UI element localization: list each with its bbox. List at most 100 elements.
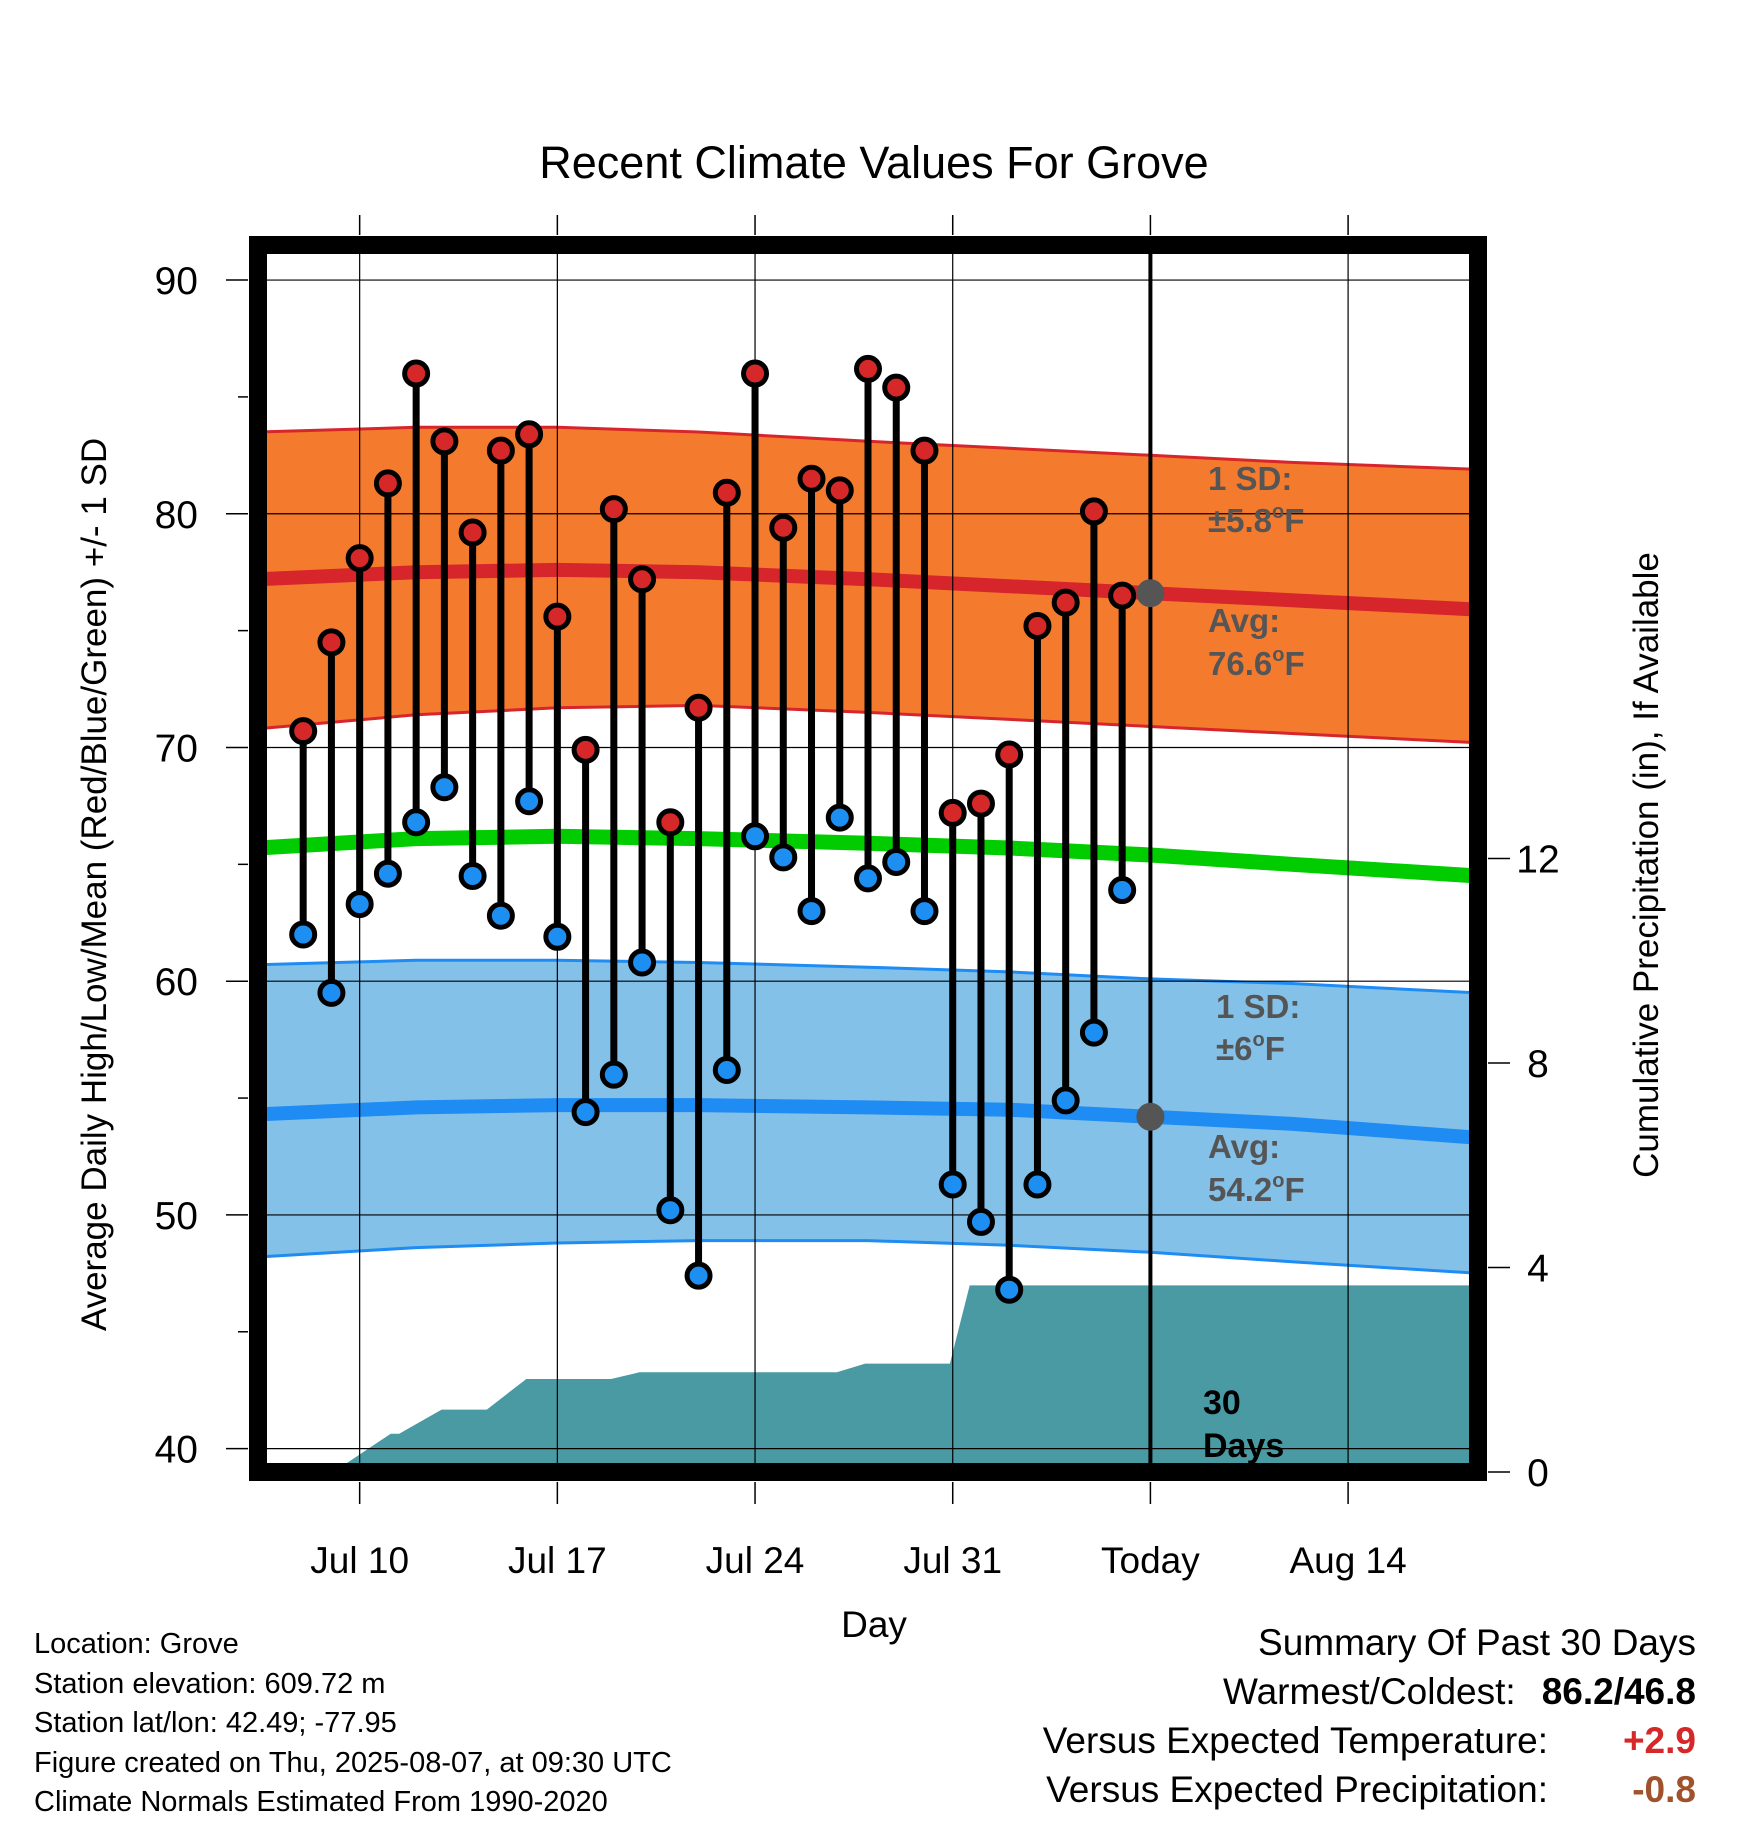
created-text: Figure created on Thu, 2025-08-07, at 09… (34, 1746, 672, 1779)
high-temp-point (458, 518, 487, 547)
high-avg-annotation-value: 76.6oF (1208, 644, 1305, 682)
normals-text: Climate Normals Estimated From 1990-2020 (34, 1786, 608, 1818)
low-temp-point (515, 787, 544, 816)
y-axis-left: 40 50 60 70 80 90 (155, 260, 248, 1472)
low-temp-point (289, 920, 318, 949)
y2-tick-label: 0 (1527, 1452, 1549, 1495)
high-temp-point (712, 478, 741, 507)
high-temp-point (1051, 588, 1080, 617)
y-tick-label: 90 (155, 260, 198, 303)
high-temp-point (1079, 497, 1108, 526)
high-temp-point (515, 420, 544, 449)
low-temp-point (599, 1060, 628, 1089)
y-axis-title: Average Daily High/Low/Mean (Red/Blue/Gr… (75, 438, 114, 1331)
low-temp-point (1079, 1018, 1108, 1047)
y2-axis-title: Cumulative Precipitation (in), If Availa… (1627, 552, 1666, 1178)
x-tick-label: Aug 14 (1289, 1540, 1406, 1581)
high-temp-point (571, 735, 600, 764)
low-temp-point (458, 862, 487, 891)
low-temp-point (656, 1196, 685, 1225)
low-avg-annotation-label: Avg: (1208, 1128, 1280, 1165)
y-tick-label: 40 (155, 1429, 198, 1472)
low-sd-annotation-value: ±6oF (1216, 1029, 1285, 1067)
high-temp-point (1023, 611, 1052, 640)
high-temp-point (995, 740, 1024, 769)
high-temp-point (741, 359, 770, 388)
low-temp-point (1051, 1086, 1080, 1115)
high-temp-point (430, 427, 459, 456)
high-temp-point (910, 436, 939, 465)
y2-tick-label: 12 (1516, 839, 1559, 882)
x-tick-label: Jul 31 (903, 1540, 1002, 1581)
precip-area (258, 1285, 1478, 1472)
low-sd-lower-line (258, 1239, 1478, 1275)
days-annotation-label: Days (1203, 1427, 1284, 1465)
y-axis-right: 0 4 8 12 (1488, 839, 1560, 1495)
summary-temp-row: Versus Expected Temperature: +2.9 (1043, 1716, 1696, 1765)
daily-range-bars (299, 368, 1126, 1290)
temp-value: +2.9 (1622, 1720, 1696, 1761)
high-temp-point (825, 476, 854, 505)
x-axis: Jul 10 Jul 17 Jul 24 Jul 31 Today Aug 14 (310, 215, 1407, 1581)
y2-tick-label: 4 (1527, 1248, 1549, 1291)
high-temp-point (684, 693, 713, 722)
high-temp-point (628, 565, 657, 594)
high-temp-point (543, 602, 572, 631)
today-high-avg-marker (1136, 579, 1165, 608)
low-temp-point (741, 822, 770, 851)
high-temp-point (938, 798, 967, 827)
days-annotation-number: 30 (1203, 1384, 1241, 1422)
chart-title: Recent Climate Values For Grove (539, 137, 1208, 188)
high-temp-point (345, 544, 374, 573)
low-temp-point (882, 848, 911, 877)
high-avg-annotation-label: Avg: (1208, 602, 1280, 639)
warmest-label: Warmest/Coldest: (1223, 1671, 1516, 1712)
y-tick-label: 60 (155, 961, 198, 1004)
high-temp-point (769, 513, 798, 542)
station-info: Location: Grove Station elevation: 609.7… (34, 1625, 672, 1823)
summary-precip-row: Versus Expected Precipitation: -0.8 (1043, 1765, 1696, 1814)
summary-title: Summary Of Past 30 Days (1258, 1622, 1696, 1663)
high-temp-point (656, 808, 685, 837)
low-temp-point (543, 922, 572, 951)
high-sd-annotation-value: ±5.8oF (1208, 501, 1304, 539)
precip-value: -0.8 (1632, 1769, 1696, 1810)
low-temp-point (995, 1275, 1024, 1304)
y-tick-label: 50 (155, 1195, 198, 1238)
low-temp-point (430, 773, 459, 802)
low-temp-point (345, 890, 374, 919)
high-temp-point (317, 628, 346, 657)
low-temp-point (402, 808, 431, 837)
elevation-text: Station elevation: 609.72 m (34, 1667, 386, 1700)
low-temp-point (825, 803, 854, 832)
high-temp-point (1108, 581, 1137, 610)
high-temp-point (486, 436, 515, 465)
x-tick-label: Today (1101, 1540, 1200, 1581)
summary-panel: Summary Of Past 30 Days Warmest/Coldest:… (1043, 1618, 1696, 1814)
temp-label: Versus Expected Temperature: (1042, 1720, 1548, 1761)
high-temp-point (966, 789, 995, 818)
low-temp-point (628, 948, 657, 977)
summary-warmest-row: Warmest/Coldest: 86.2/46.8 (1043, 1667, 1696, 1716)
x-axis-title: Day (841, 1604, 907, 1645)
low-temp-point (571, 1098, 600, 1127)
low-temp-point (317, 978, 346, 1007)
today-low-avg-marker (1136, 1102, 1165, 1131)
high-temp-point (599, 495, 628, 524)
low-sd-band (258, 960, 1478, 1274)
low-sd-upper-line (258, 958, 1478, 995)
low-temp-point (1108, 876, 1137, 905)
warmest-value: 86.2/46.8 (1541, 1671, 1696, 1712)
y-tick-label: 80 (155, 494, 198, 537)
y2-tick-label: 8 (1527, 1043, 1549, 1086)
high-temp-point (373, 469, 402, 498)
location-text: Location: Grove (34, 1628, 239, 1660)
high-temp-point (854, 354, 882, 383)
high-temp-point (402, 359, 431, 388)
precip-label: Versus Expected Precipitation: (1046, 1769, 1548, 1810)
low-temp-point (966, 1207, 995, 1236)
low-avg-annotation-value: 54.2oF (1208, 1170, 1305, 1208)
low-sd-annotation-label: 1 SD: (1216, 988, 1300, 1025)
low-temp-point (486, 901, 515, 930)
high-temp-point (882, 373, 911, 402)
